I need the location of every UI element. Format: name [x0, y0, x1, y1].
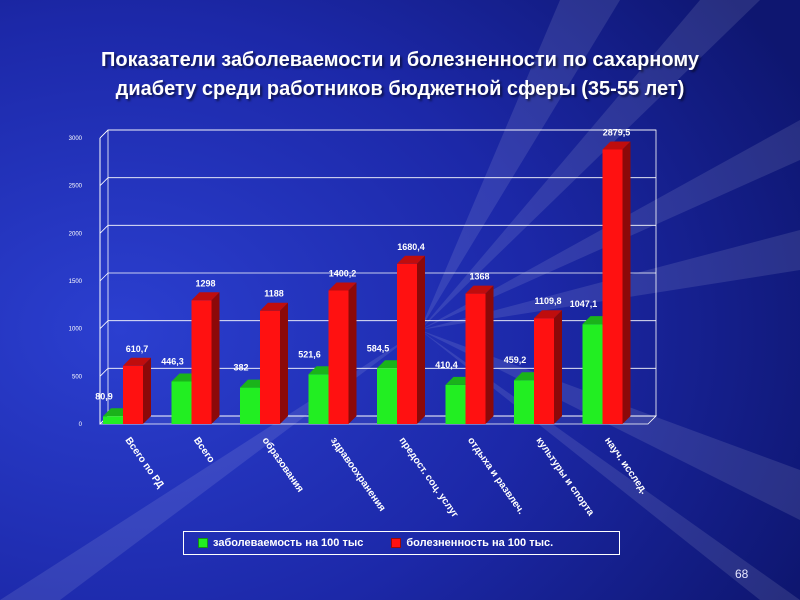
data-label: 1298	[195, 278, 215, 288]
bar-prevalence-front	[191, 300, 212, 424]
bar-prevalence-top	[397, 255, 425, 264]
bar-prevalence-side	[554, 310, 562, 424]
y-tick-label: 2500	[69, 184, 83, 190]
data-label: 1400,2	[329, 269, 357, 279]
bar-prevalence-front	[465, 293, 486, 424]
data-label: 1680,4	[397, 242, 425, 252]
bar-prevalence-top	[191, 292, 220, 301]
data-label: 446,3	[161, 356, 184, 366]
bar-prevalence-side	[211, 292, 220, 424]
bar-incidence-front	[308, 374, 329, 424]
category-label: здравоохранения	[328, 435, 387, 513]
y-tick-label: 1500	[69, 279, 83, 285]
category-label: науч. исслед.	[602, 435, 649, 496]
data-label: 610,7	[126, 344, 149, 354]
data-label: 80,9	[95, 391, 113, 401]
y-tick-label: 2000	[69, 231, 83, 237]
legend-swatch-green	[198, 538, 208, 548]
category-label: предост. соц. услуг	[397, 435, 461, 519]
category-label: культуры и спорта	[534, 435, 597, 518]
legend-item-prevalence: болезненность на 100 тыс.	[391, 537, 553, 549]
bar-incidence-front	[103, 416, 123, 424]
data-labels: 80,9 610,7 446,3 1298 382 1188 521,6 1400,2 584,…	[95, 127, 630, 401]
bar-prevalence	[328, 282, 357, 424]
bars	[103, 141, 631, 424]
bar-prevalence	[602, 141, 631, 424]
bar-incidence-front	[240, 387, 260, 424]
data-label: 2879,5	[603, 127, 631, 137]
bar-prevalence	[191, 292, 220, 424]
bar-prevalence-side	[348, 282, 357, 424]
gridline-depth	[99, 320, 109, 329]
page-number: 68	[735, 567, 749, 581]
gridline-depth	[99, 225, 109, 234]
data-label: 410,4	[435, 360, 458, 370]
category-label: образования	[260, 435, 307, 495]
bar-prevalence-front	[260, 310, 280, 424]
legend-item-incidence: заболеваемость на 100 тыс	[198, 537, 363, 549]
category-label: Всего по РД	[123, 435, 166, 490]
bar-prevalence-side	[485, 285, 494, 424]
bar-incidence-front	[377, 368, 397, 424]
category-label: отдыха и развлеч.	[465, 435, 526, 516]
bar-prevalence-side	[143, 357, 151, 424]
data-label: 459,2	[504, 355, 527, 365]
data-label: 1047,1	[570, 299, 598, 309]
bar-incidence-front	[582, 324, 603, 424]
data-label: 584,5	[367, 343, 390, 353]
bar-prevalence	[397, 255, 425, 424]
bar-incidence-front	[171, 381, 192, 424]
y-tick-label: 500	[72, 374, 83, 380]
bar-prevalence-front	[534, 318, 554, 424]
bar-prevalence-front	[397, 263, 417, 424]
bar-incidence-front	[445, 384, 466, 424]
bar-incidence-front	[514, 380, 534, 424]
bar-prevalence-top	[534, 310, 562, 319]
gridline-depth	[99, 177, 109, 186]
bar-prevalence-top	[465, 285, 494, 294]
bar-prevalence	[260, 302, 288, 424]
data-label: 1188	[264, 289, 284, 299]
axes: 0 500 1000 1500 2000 2500 3000	[69, 136, 657, 428]
bar-prevalence-front	[123, 365, 143, 424]
category-labels: Всего по РД Всего образования здравоохранен…	[123, 435, 650, 520]
data-label: 1368	[469, 272, 489, 282]
slide-title: Показатели заболеваемости и болезненност…	[0, 46, 800, 104]
gridline-depth	[99, 129, 109, 139]
bar-prevalence	[465, 285, 494, 424]
bar-prevalence-front	[328, 290, 349, 424]
bar-prevalence-front	[602, 149, 623, 424]
bar-prevalence	[534, 310, 562, 424]
data-label: 1109,8	[534, 296, 561, 306]
title-line-2: диабету среди работников бюджетной сферы…	[115, 78, 685, 100]
legend-swatch-red	[391, 538, 402, 548]
y-tick-label: 1000	[69, 327, 83, 333]
category-label: Всего	[191, 435, 216, 465]
y-tick-label: 0	[79, 422, 83, 428]
bar-prevalence-side	[622, 141, 631, 424]
bar-prevalence-side	[280, 302, 288, 424]
bar-prevalence-top	[328, 282, 357, 291]
legend-label-prevalence: болезненность на 100 тыс.	[406, 537, 554, 549]
gridline-depth	[99, 368, 109, 377]
bar-prevalence-side	[417, 255, 425, 424]
y-tick-label: 3000	[69, 136, 83, 142]
chart-legend: заболеваемость на 100 тыс болезненность …	[183, 531, 620, 555]
bar-prevalence-top	[260, 302, 288, 311]
legend-label-incidence: заболеваемость на 100 тыс	[213, 537, 364, 549]
bar-prevalence-top	[602, 141, 631, 150]
data-label: 382	[233, 363, 248, 373]
title-line-1: Показатели заболеваемости и болезненност…	[101, 49, 699, 71]
gridline-depth	[99, 272, 109, 282]
bar-prevalence	[123, 357, 151, 424]
data-label: 521,6	[298, 349, 321, 359]
bar-prevalence-top	[123, 357, 151, 366]
